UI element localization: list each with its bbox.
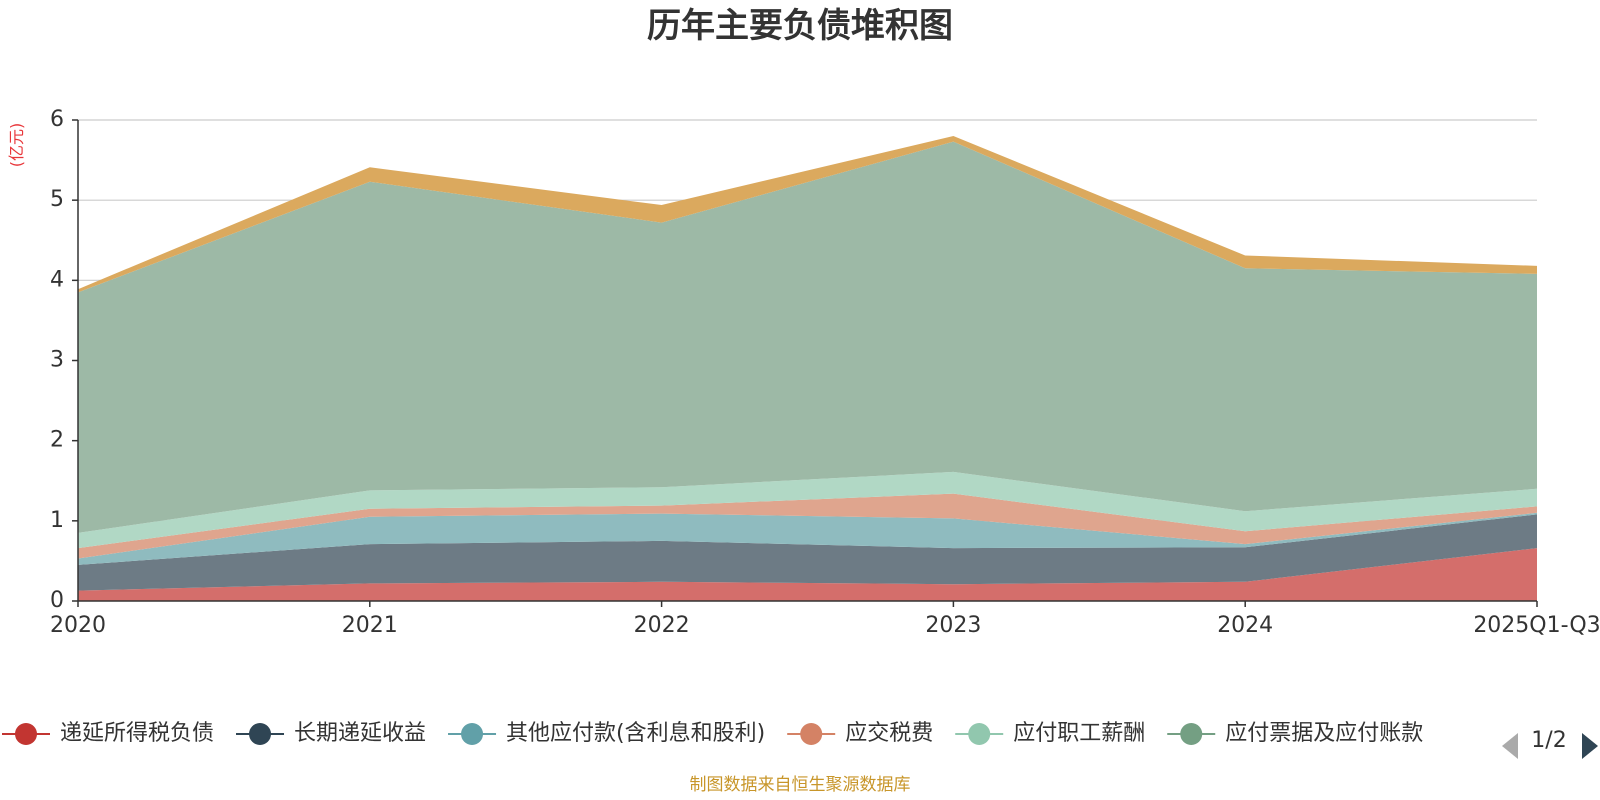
- area-series-应交税费: [78, 493, 1537, 559]
- triangle-right-icon[interactable]: [1582, 733, 1598, 759]
- legend-dot-icon: [249, 723, 272, 745]
- area-series-应付职工薪酬: [78, 471, 1537, 549]
- legend: 递延所得税负债 长期递延收益 其他应付款(含利息和股利) 应交税费 应付职工薪酬 应付票据…: [2, 721, 1423, 746]
- legend-item[interactable]: 其他应付款(含利息和股利): [448, 721, 765, 746]
- legend-dot-icon: [800, 723, 823, 745]
- y-tick-label: 0: [50, 588, 64, 613]
- legend-label: 长期递延收益: [294, 721, 426, 746]
- area-series-递延所得税负债: [78, 548, 1537, 601]
- area-series-长期递延收益: [78, 514, 1537, 591]
- legend-label: 应付职工薪酬: [1013, 721, 1145, 746]
- x-tick-labels: 2020 2021 2022 2023 2024 2025Q1-Q3: [50, 601, 1600, 638]
- x-tick-label: 2023: [925, 613, 981, 638]
- y-tick-label: 2: [50, 428, 64, 453]
- chart-title: 历年主要负债堆积图: [647, 6, 953, 46]
- area-series-应付票据及应付账款: [78, 141, 1537, 533]
- legend-dot-icon: [968, 723, 991, 745]
- legend-dot-icon: [15, 723, 37, 745]
- triangle-left-icon[interactable]: [1502, 733, 1518, 759]
- legend-items: 递延所得税负债 长期递延收益 其他应付款(含利息和股利) 应交税费 应付职工薪酬 应付票据…: [2, 721, 1423, 746]
- x-tick-label: 2022: [634, 613, 690, 638]
- legend-dot-icon: [461, 723, 484, 745]
- legend-item[interactable]: 应付票据及应付账款: [1167, 721, 1423, 746]
- y-tick-label: 6: [50, 107, 64, 132]
- legend-item[interactable]: 应交税费: [787, 721, 933, 746]
- legend-pager: 1/2: [1502, 728, 1598, 759]
- legend-page-indicator: 1/2: [1531, 728, 1566, 753]
- legend-label: 递延所得税负债: [60, 721, 214, 746]
- legend-dot-icon: [1180, 723, 1203, 745]
- y-tick-labels: 0 1 2 3 4 5 6: [50, 107, 78, 613]
- y-tick-label: 3: [50, 348, 64, 373]
- y-tick-label: 4: [50, 267, 64, 292]
- area-series-其他应付款(含利息和股利): [78, 512, 1537, 565]
- legend-label: 其他应付款(含利息和股利): [506, 721, 765, 746]
- area-series: [78, 136, 1537, 601]
- data-source-note: 制图数据来自恒生聚源数据库: [690, 775, 911, 795]
- y-tick-label: 5: [50, 187, 64, 212]
- legend-item[interactable]: 递延所得税负债: [2, 721, 214, 746]
- x-tick-label: 2020: [50, 613, 106, 638]
- legend-item[interactable]: 应付职工薪酬: [955, 721, 1145, 746]
- x-tick-label: 2021: [342, 613, 398, 638]
- x-tick-label: 2025Q1-Q3: [1473, 613, 1600, 638]
- legend-label: 应付票据及应付账款: [1225, 721, 1423, 746]
- y-axis-unit-label: (亿元): [7, 123, 26, 168]
- x-tick-label: 2024: [1217, 613, 1273, 638]
- y-tick-label: 1: [50, 508, 64, 533]
- legend-item[interactable]: 长期递延收益: [236, 721, 426, 746]
- legend-label: 应交税费: [845, 721, 933, 746]
